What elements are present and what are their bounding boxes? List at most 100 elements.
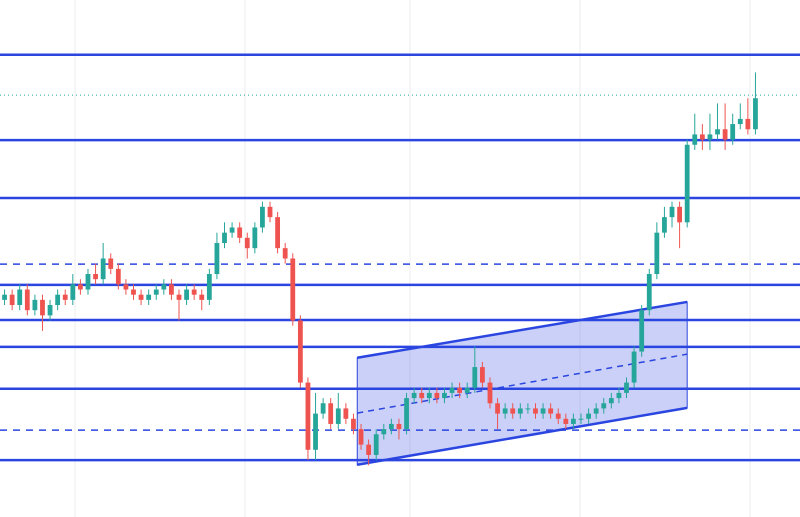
candle-body [9, 294, 15, 306]
candle-body [123, 284, 129, 290]
candle-body [715, 129, 720, 135]
candle-body [244, 237, 250, 249]
channel-lower [357, 406, 688, 467]
candle-body [419, 392, 425, 399]
candle-body [47, 305, 53, 316]
candle-body [146, 294, 152, 300]
candle-body [707, 134, 713, 140]
candle-body [176, 294, 182, 300]
candle-body [662, 217, 667, 233]
candle-body [404, 398, 409, 430]
candle-body [32, 299, 38, 311]
candle-body [358, 429, 364, 445]
candle-body [608, 398, 614, 404]
candle-body [426, 392, 432, 399]
candle-body [737, 118, 743, 125]
candle-body [699, 134, 705, 140]
candle-body [495, 403, 500, 414]
candle-body [601, 403, 607, 409]
candle-body [199, 294, 205, 300]
candle-body [206, 274, 212, 300]
candle-body [85, 274, 91, 290]
candle-body [93, 274, 98, 280]
candle-body [472, 367, 478, 388]
candle-body [745, 118, 751, 130]
candle-body [55, 294, 61, 306]
candle-body [267, 206, 273, 218]
candle-body [457, 387, 463, 393]
candle-body [17, 289, 23, 306]
candle-body [586, 413, 591, 419]
candle-body [343, 408, 349, 419]
candle-body [222, 232, 227, 243]
candle-body [730, 124, 736, 140]
candle-body [396, 423, 402, 430]
candle-body [100, 258, 106, 280]
candle-body [366, 444, 372, 455]
candle-body [411, 392, 417, 399]
candle-body [131, 289, 136, 295]
candle-body [138, 294, 144, 300]
candle-body [153, 289, 159, 295]
candle-body [502, 408, 508, 414]
candle-body [464, 387, 470, 393]
candle-body [275, 217, 281, 249]
candle-body [684, 144, 690, 223]
candle-body [335, 408, 341, 424]
candle-body [237, 227, 243, 238]
candle-body [434, 392, 440, 399]
candle-body [184, 289, 189, 300]
candle-body [548, 408, 554, 414]
candle-body [169, 284, 174, 295]
candle-body [77, 284, 83, 290]
candle-body [373, 434, 379, 455]
candle-body [40, 299, 45, 316]
channel-upper [357, 300, 688, 359]
candle-body [282, 248, 288, 259]
candle-body [639, 310, 645, 352]
candle-body [722, 129, 728, 140]
candle-body [487, 382, 493, 404]
candle-body [624, 382, 629, 393]
candle-body [525, 408, 531, 410]
candle-body [260, 206, 265, 228]
candle-body [305, 382, 311, 450]
candle-body [479, 367, 485, 383]
candle-body [70, 284, 76, 300]
candle-body [517, 408, 523, 414]
candle-body [297, 320, 303, 383]
candle-body [510, 408, 516, 414]
candle-body [593, 408, 599, 414]
candle-body [578, 418, 584, 420]
candle-body [669, 206, 675, 218]
candle-body [571, 418, 576, 424]
candle-body [214, 242, 220, 275]
candle-body [442, 392, 447, 399]
candle-body [229, 227, 235, 233]
candle-body [540, 408, 546, 414]
candle-body [161, 284, 167, 290]
candle-body [677, 206, 683, 223]
candle-body [388, 423, 394, 430]
candle-body [108, 258, 114, 269]
candle-body [252, 227, 258, 249]
candle-body [753, 98, 758, 130]
candle-body [533, 408, 538, 414]
candle-body [191, 289, 197, 295]
candle-body [62, 294, 68, 300]
candle-body [328, 403, 334, 424]
candle-body [313, 413, 318, 450]
candle-body [320, 403, 326, 414]
candle-body [563, 418, 569, 424]
candle-body [449, 387, 455, 393]
candle-body [2, 294, 7, 300]
candle-body [351, 418, 356, 430]
candle-body [616, 392, 622, 399]
candle-body [24, 289, 30, 311]
candle-body [631, 351, 637, 383]
candle-body [646, 274, 652, 311]
candle-body [692, 134, 698, 145]
candle-body [654, 232, 660, 275]
candle-body [555, 413, 561, 419]
